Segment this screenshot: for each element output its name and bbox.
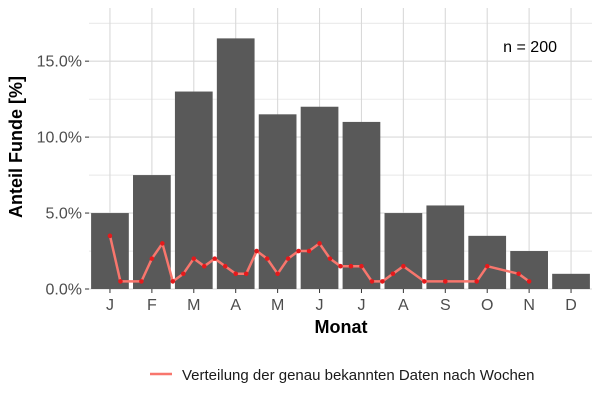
x-tick-label: J: [106, 297, 114, 314]
series-point: [181, 271, 186, 277]
series-point: [327, 256, 333, 261]
x-tick-label: N: [523, 297, 535, 314]
y-tick-label: 0.0%: [46, 282, 82, 299]
series-point: [107, 233, 113, 239]
series-point: [233, 271, 239, 277]
series-point: [139, 279, 144, 284]
series-point: [474, 279, 480, 284]
x-tick-label: D: [565, 297, 577, 314]
series-point: [149, 256, 155, 261]
x-tick-label: M: [271, 297, 284, 314]
sample-size-annotation: n = 200: [503, 39, 557, 56]
bar: [216, 38, 255, 289]
series-point: [484, 263, 490, 269]
bar: [552, 273, 590, 289]
x-tick-label: A: [230, 297, 241, 314]
weekly-series: [107, 233, 532, 284]
series-point: [317, 241, 322, 246]
bar: [174, 91, 213, 289]
series-point: [160, 241, 165, 246]
series-point: [338, 263, 343, 269]
y-tick-label: 15.0%: [37, 54, 82, 71]
legend: Verteilung der genau bekannten Daten nac…: [150, 367, 535, 384]
bar: [133, 175, 171, 289]
y-axis: 0.0% 5.0% 10.0% 15.0%: [37, 54, 89, 299]
y-tick-label: 5.0%: [46, 206, 82, 223]
series-point: [264, 256, 270, 261]
x-axis-title: Monat: [315, 317, 368, 337]
bar: [468, 235, 507, 289]
x-tick-label: J: [316, 297, 324, 314]
series-point: [526, 279, 532, 284]
series-point: [380, 279, 385, 284]
series-point: [212, 256, 218, 261]
series-point: [401, 263, 406, 269]
x-tick-label: S: [440, 297, 451, 314]
series-point: [285, 256, 291, 261]
bar: [342, 121, 381, 290]
series-point: [296, 248, 301, 254]
series-point: [170, 279, 176, 284]
series-point: [222, 263, 228, 269]
series-point: [369, 279, 375, 284]
x-tick-label: M: [187, 297, 200, 314]
series-point: [306, 248, 312, 254]
bar: [426, 205, 465, 289]
series-point: [390, 271, 396, 277]
series-point: [516, 271, 521, 277]
x-tick-label: F: [147, 297, 157, 314]
series-point: [254, 248, 259, 254]
x-tick-label: A: [398, 297, 409, 314]
series-point: [118, 279, 123, 284]
x-tick-label: J: [357, 297, 365, 314]
series-point: [442, 279, 448, 284]
y-axis-title: Anteil Funde [%]: [6, 76, 26, 218]
series-point: [275, 271, 280, 277]
series-line: [108, 235, 530, 283]
series-point: [422, 279, 427, 284]
series-point: [348, 263, 354, 269]
legend-label: Verteilung der genau bekannten Daten nac…: [182, 367, 535, 384]
bar: [91, 213, 129, 289]
y-tick-label: 10.0%: [37, 130, 82, 147]
bar: [258, 114, 297, 289]
series-point: [359, 263, 364, 269]
series-point: [191, 256, 197, 261]
x-tick-label: O: [481, 297, 493, 314]
series-point: [243, 271, 249, 277]
bar: [384, 213, 423, 289]
series-point: [201, 263, 207, 269]
